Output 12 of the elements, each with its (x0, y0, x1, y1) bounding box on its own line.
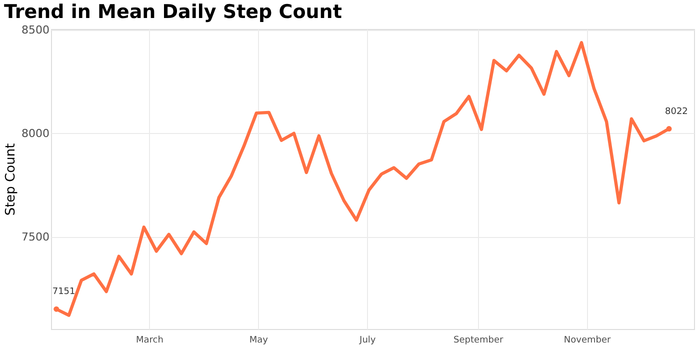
annotation: 7151 (52, 287, 76, 298)
x-tick-label: November (564, 336, 612, 346)
annotation: 8022 (664, 106, 688, 117)
y-tick-label: 8000 (22, 126, 50, 140)
y-tick-label: 7500 (22, 230, 50, 244)
x-tick-label: July (358, 336, 376, 346)
y-axis-title: Step Count (4, 143, 19, 216)
x-tick-label: March (136, 336, 164, 346)
y-tick-label: 8500 (22, 23, 50, 36)
x-tick-label: September (454, 336, 504, 346)
chart-title: Trend in Mean Daily Step Count (4, 0, 342, 23)
x-tick-label: May (249, 336, 269, 346)
